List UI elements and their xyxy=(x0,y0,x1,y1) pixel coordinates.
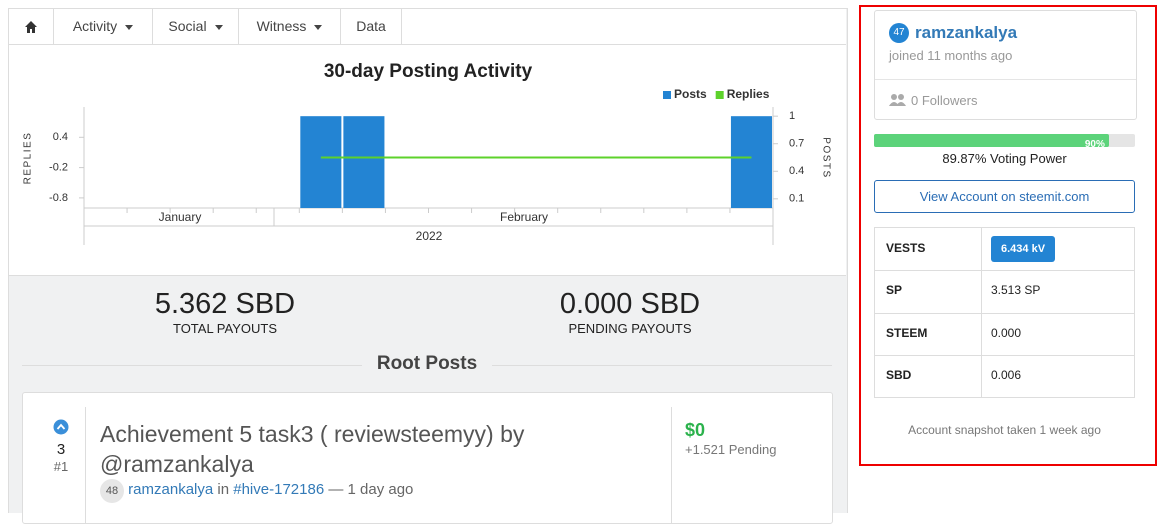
row-value: 0.006 xyxy=(991,367,1022,382)
tag-link[interactable]: #hive-172186 xyxy=(233,481,325,498)
tab[interactable]: Data xyxy=(341,8,402,44)
divider xyxy=(492,365,832,366)
y2-tick-label: 0.4 xyxy=(789,165,804,177)
legend-label: Replies xyxy=(727,87,770,101)
progress-label: 90% xyxy=(1084,139,1105,150)
post-rank: #1 xyxy=(53,459,69,474)
followers: 0 Followers xyxy=(911,93,978,108)
section-title: Root Posts xyxy=(376,353,478,374)
author-reputation: 48 xyxy=(100,479,124,503)
tab-label: Witness xyxy=(256,18,307,34)
row-value: 6.434 kV xyxy=(991,236,1056,263)
x-group-label: January xyxy=(159,210,202,224)
divider xyxy=(85,407,86,523)
row-value: 0.000 xyxy=(991,325,1022,340)
y2-axis-title: POSTS xyxy=(820,137,831,178)
post-meta: 48 ramzankalya in #hive-172186 — 1 day a… xyxy=(100,479,413,503)
chart: 30-day Posting Activity REPLIES POSTS 0.… xyxy=(23,61,831,245)
bar xyxy=(343,116,385,208)
row-label: VESTS xyxy=(886,241,926,256)
page: Activity Social Witness Data 30-day Post… xyxy=(8,5,1157,524)
username[interactable]: ramzankalya xyxy=(915,23,1018,42)
stat-value: 5.362 SBD xyxy=(154,288,296,320)
account-table: VESTS 6.434 kV SP 3.513 SP STEEM 0.000 SBD 0.00… xyxy=(874,227,1135,398)
voting-power: 89.87% Voting Power xyxy=(942,151,1067,166)
divider xyxy=(22,365,362,366)
x-group-label: February xyxy=(500,210,548,224)
post-age: — 1 day ago xyxy=(328,481,414,498)
author-link[interactable]: ramzankalya xyxy=(128,481,214,498)
progress-bar: 90% xyxy=(874,134,1109,150)
row-divider xyxy=(875,270,1134,272)
post-payout: $0 xyxy=(685,420,706,440)
tab-label: Activity xyxy=(72,18,118,34)
divider xyxy=(671,407,672,523)
row-label: SP xyxy=(886,283,903,298)
view-account-button[interactable]: View Account on steemit.com xyxy=(874,180,1135,213)
y2-tick-label: 0.1 xyxy=(789,193,804,205)
progress-track: 90% xyxy=(874,134,1135,150)
y2-tick-label: 0.7 xyxy=(789,138,804,150)
snapshot-note: Account snapshot taken 1 week ago xyxy=(908,423,1101,437)
pending-payout: +1.521 Pending xyxy=(685,442,777,457)
highlight-box xyxy=(859,5,1157,466)
tab[interactable]: Witness xyxy=(239,8,341,44)
legend-label: Posts xyxy=(674,87,707,101)
divider xyxy=(875,79,1136,80)
profile-card: 47 ramzankalya joined 11 months ago 0 Fo… xyxy=(874,10,1137,120)
tab[interactable]: Social xyxy=(153,8,239,44)
tab[interactable]: Activity xyxy=(54,8,153,44)
button-label: View Account on steemit.com xyxy=(919,189,1090,204)
bar xyxy=(730,116,772,208)
stat-value: 0.000 SBD xyxy=(559,288,701,320)
y-tick-label: 0.4 xyxy=(53,131,68,143)
chart-title: 30-day Posting Activity xyxy=(324,61,533,82)
y2-tick-label: 1 xyxy=(789,110,795,122)
tab-label: Social xyxy=(168,18,207,34)
row-label: SBD xyxy=(886,367,912,382)
stat-label: TOTAL PAYOUTS xyxy=(172,321,278,336)
upvote-button[interactable] xyxy=(53,419,69,435)
bar xyxy=(300,116,342,208)
chart-panel xyxy=(9,44,846,276)
home-icon xyxy=(25,21,37,34)
legend-swatch xyxy=(663,91,671,99)
row-divider xyxy=(875,354,1134,356)
y-axis-title: REPLIES xyxy=(23,132,34,185)
x-super-label: 2022 xyxy=(416,229,443,243)
post-card: 3 #1 Achievement 5 task3 ( reviewsteemyy… xyxy=(22,392,833,524)
row-label: STEEM xyxy=(886,325,928,340)
stat-label: PENDING PAYOUTS xyxy=(568,321,692,336)
meta-text: in xyxy=(217,481,230,498)
post-title[interactable]: Achievement 5 task3 ( reviewsteemyy) by … xyxy=(100,421,525,477)
row-divider xyxy=(875,312,1134,314)
y-tick-label: -0.2 xyxy=(49,162,68,174)
home-tab[interactable] xyxy=(9,8,54,44)
row-value: 3.513 SP xyxy=(991,283,1041,298)
joined: joined 11 months ago xyxy=(889,48,1013,63)
tab-bar xyxy=(9,9,846,45)
column-divider xyxy=(981,228,982,397)
legend-swatch xyxy=(715,91,724,99)
followers-icon xyxy=(889,94,906,106)
vote-count: 3 xyxy=(56,441,66,458)
y-tick-label: -0.8 xyxy=(49,192,68,204)
tab-label: Data xyxy=(356,18,386,34)
reputation-badge: 47 xyxy=(889,23,909,43)
